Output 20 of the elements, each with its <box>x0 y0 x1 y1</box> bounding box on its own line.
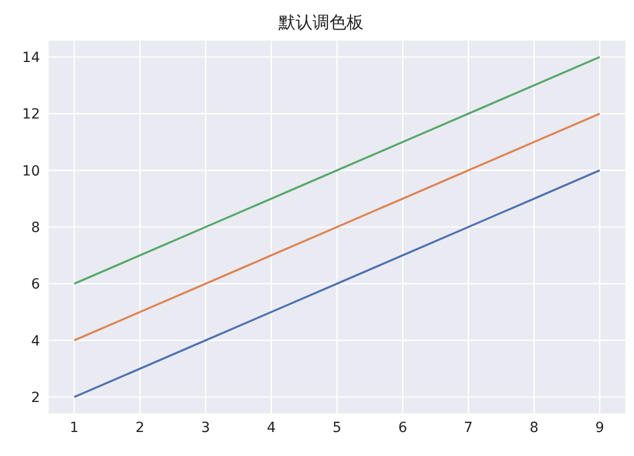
x-tick-label: 4 <box>266 420 276 436</box>
x-tick-label: 5 <box>332 420 342 436</box>
x-tick-label: 6 <box>398 420 408 436</box>
line-series <box>73 169 601 398</box>
y-tick-label: 4 <box>31 333 40 350</box>
line-series <box>73 112 601 342</box>
x-tick-label: 9 <box>595 420 604 436</box>
y-tick-label: 8 <box>31 220 40 236</box>
x-tick-label: 1 <box>70 420 79 436</box>
y-tick-label: 10 <box>22 163 40 180</box>
x-tick-label: 3 <box>201 420 210 436</box>
x-tick-label: 8 <box>530 420 539 436</box>
line-series <box>73 56 601 285</box>
y-tick-label: 12 <box>22 106 40 123</box>
y-tick-label: 2 <box>31 390 40 406</box>
chart-title: 默认调色板 <box>278 12 364 35</box>
y-tick-label: 14 <box>22 50 40 66</box>
x-tick-label: 2 <box>135 420 144 436</box>
y-tick-label: 6 <box>31 276 40 293</box>
x-tick-label: 7 <box>464 420 473 436</box>
